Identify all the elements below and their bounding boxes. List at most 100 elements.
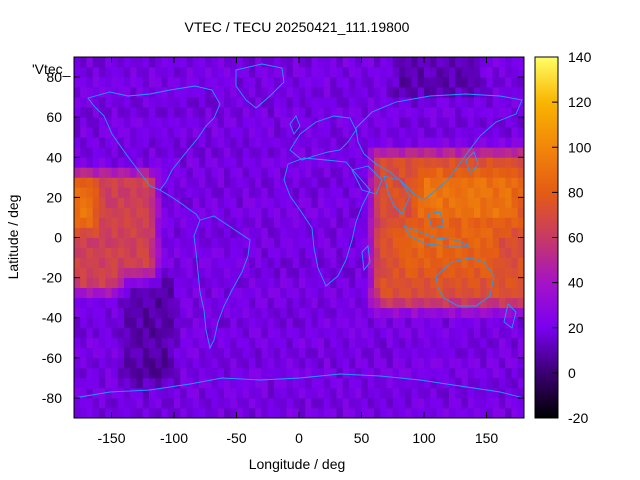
heatmap-cell (167, 297, 175, 309)
heatmap-cell (242, 177, 250, 188)
heatmap-cell (342, 57, 350, 68)
heatmap-cell (430, 107, 437, 118)
heatmap-cell (349, 377, 356, 389)
heatmap-cell (274, 107, 281, 118)
heatmap-cell (130, 267, 137, 279)
heatmap-cell (111, 217, 119, 228)
heatmap-cell (374, 337, 381, 349)
heatmap-cell (361, 267, 369, 279)
heatmap-cell (274, 87, 281, 98)
heatmap-cell (267, 257, 275, 268)
y-tick-label: 0 (54, 230, 62, 246)
heatmap-cell (355, 367, 362, 379)
heatmap-cell (374, 227, 381, 238)
heatmap-cell (74, 77, 81, 88)
heatmap-cell (380, 367, 387, 379)
heatmap-cell (455, 357, 462, 369)
heatmap-cell (355, 207, 362, 218)
heatmap-cell (336, 237, 344, 248)
heatmap-cell (224, 357, 231, 369)
heatmap-cell (517, 177, 525, 188)
heatmap-cell (242, 387, 250, 399)
heatmap-cell (330, 307, 337, 319)
heatmap-cell (267, 187, 275, 198)
heatmap-cell (211, 107, 219, 118)
heatmap-cell (461, 257, 469, 268)
heatmap-cell (330, 267, 337, 279)
heatmap-cell (236, 387, 244, 399)
heatmap-cell (480, 407, 487, 419)
heatmap-cell (455, 257, 462, 268)
heatmap-cell (486, 237, 494, 248)
heatmap-cell (174, 227, 181, 238)
heatmap-cell (361, 397, 369, 409)
heatmap-cell (405, 207, 412, 218)
heatmap-cell (349, 227, 356, 238)
heatmap-cell (386, 287, 394, 299)
heatmap-cell (192, 277, 200, 289)
heatmap-cell (117, 117, 125, 128)
heatmap-cell (149, 197, 156, 208)
heatmap-cell (99, 377, 106, 389)
heatmap-cell (417, 357, 425, 369)
heatmap-cell (505, 57, 512, 68)
heatmap-cell (499, 127, 506, 138)
heatmap-cell (130, 177, 137, 188)
heatmap-cell (455, 87, 462, 98)
heatmap-cell (342, 307, 350, 319)
heatmap-cell (261, 277, 269, 289)
heatmap-cell (174, 67, 181, 78)
heatmap-cell (424, 127, 431, 138)
heatmap-cell (224, 77, 231, 88)
heatmap-cell (424, 317, 431, 329)
heatmap-cell (480, 187, 487, 198)
coastline-indonesia (402, 225, 471, 247)
heatmap-cell (317, 297, 325, 309)
heatmap-cell (299, 317, 306, 329)
heatmap-cell (142, 377, 150, 389)
heatmap-cell (349, 397, 356, 409)
heatmap-cell (280, 207, 287, 218)
heatmap-cell (430, 197, 437, 208)
heatmap-cell (386, 327, 394, 339)
heatmap-cell (411, 297, 419, 309)
heatmap-cell (486, 97, 494, 108)
heatmap-cell (517, 337, 525, 349)
heatmap-cell (86, 337, 94, 349)
heatmap-cell (180, 367, 187, 379)
heatmap-cell (449, 387, 456, 399)
heatmap-cell (117, 397, 125, 409)
heatmap-cell (92, 187, 100, 198)
heatmap-cell (330, 327, 337, 339)
heatmap-cell (124, 337, 131, 349)
heatmap-cell (480, 277, 487, 289)
heatmap-cell (230, 327, 237, 339)
heatmap-cell (361, 147, 369, 158)
heatmap-cell (155, 357, 162, 369)
heatmap-cell (186, 327, 194, 339)
heatmap-cell (174, 367, 181, 379)
heatmap-cell (399, 377, 406, 389)
heatmap-cell (142, 87, 150, 98)
heatmap-cell (424, 207, 431, 218)
heatmap-cell (286, 147, 294, 158)
heatmap-cell (274, 167, 281, 178)
heatmap-cell (205, 127, 212, 138)
heatmap-cell (86, 287, 94, 299)
heatmap-cell (136, 157, 144, 168)
heatmap-cell (392, 337, 400, 349)
heatmap-cell (74, 67, 81, 78)
heatmap-cell (192, 327, 200, 339)
heatmap-cell (399, 77, 406, 88)
heatmap-cell (367, 267, 375, 279)
heatmap-cell (192, 307, 200, 319)
heatmap-cell (330, 317, 337, 329)
heatmap-cell (274, 197, 281, 208)
heatmap-cell (499, 87, 506, 98)
heatmap-cell (492, 187, 500, 198)
heatmap-cell (380, 177, 387, 188)
heatmap-cell (355, 287, 362, 299)
heatmap-cell (155, 327, 162, 339)
heatmap-cell (411, 337, 419, 349)
heatmap-cell (492, 67, 500, 78)
